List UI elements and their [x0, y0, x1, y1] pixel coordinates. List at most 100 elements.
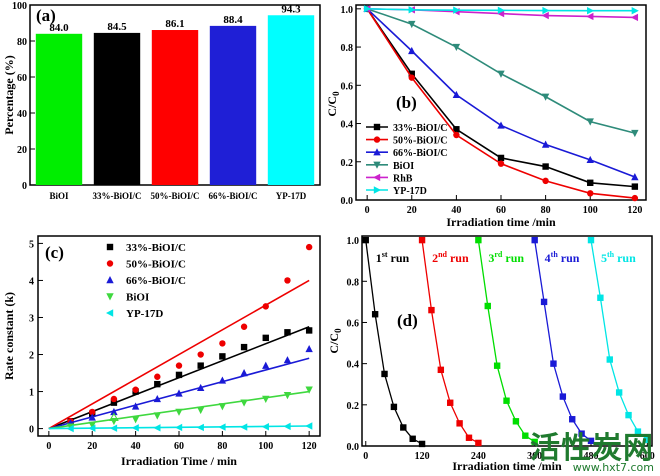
run-label: 2nd run — [432, 250, 469, 265]
legend-label: 33%-BiOI/C — [126, 242, 186, 254]
data-point — [110, 399, 118, 406]
data-point — [634, 428, 642, 435]
legend-label: RhB — [393, 173, 413, 184]
data-point — [240, 369, 248, 377]
data-point — [615, 389, 623, 396]
data-point — [262, 395, 270, 403]
data-point — [597, 294, 604, 301]
series-line — [534, 240, 592, 442]
panel-d-ylabel: C/C0 — [327, 328, 343, 354]
data-point — [109, 424, 118, 432]
x-tick-label: 100 — [258, 441, 273, 452]
data-point — [408, 74, 415, 81]
watermark-url: www.hxt7.com — [572, 461, 654, 474]
data-point — [542, 163, 549, 170]
data-point — [541, 140, 550, 148]
data-point — [475, 439, 482, 447]
data-point — [408, 70, 415, 78]
panel-d-line-chart: (d) Irradiation time /min C/C0 0 120 240 36… — [327, 235, 655, 473]
y-tick-label: 5 — [29, 239, 34, 250]
bar — [35, 33, 83, 185]
series-line — [590, 240, 648, 441]
x-tick-label: 600 — [640, 451, 655, 462]
data-point — [497, 154, 505, 162]
data-point — [586, 118, 594, 126]
legend-marker — [373, 123, 381, 131]
y-tick-label: 4 — [29, 276, 34, 287]
legend-marker — [106, 293, 114, 301]
data-point — [465, 434, 473, 441]
legend-marker — [106, 243, 114, 251]
data-point — [522, 432, 529, 439]
x-tick-label: 0 — [365, 205, 370, 216]
data-point — [154, 380, 161, 388]
data-point — [175, 408, 183, 416]
run-label: 3rd run — [488, 250, 524, 265]
legend-label: 50%-BiOI/C — [126, 259, 186, 271]
data-point — [362, 236, 369, 244]
x-tick-label: 80 — [217, 441, 227, 452]
fit-line — [48, 279, 310, 430]
data-point — [541, 11, 549, 20]
data-point — [497, 121, 505, 129]
legend-label: YP-17D — [126, 308, 163, 320]
y-tick-label: 0.8 — [341, 43, 354, 54]
data-point — [240, 343, 248, 351]
data-point — [218, 376, 227, 384]
x-tick-label: YP-17D — [276, 191, 307, 201]
data-point — [88, 413, 96, 421]
data-point — [175, 362, 183, 369]
panel-b-line-chart: (b) Irradiation time /min C/C0 0 20 40 60 80… — [325, 4, 647, 229]
data-point — [497, 9, 505, 18]
data-point — [587, 190, 594, 197]
x-tick-label: 40 — [451, 205, 461, 216]
panel-b-xlabel: Irradiation time /min — [446, 215, 556, 229]
data-point — [218, 423, 226, 431]
data-point — [453, 6, 461, 14]
panel-d-xlabel: Irradiation time /min — [452, 459, 562, 473]
bar — [151, 30, 199, 185]
legend-marker — [373, 148, 381, 156]
data-point — [219, 353, 226, 360]
data-point — [587, 179, 594, 186]
run-label: 1st run — [376, 250, 410, 265]
data-point — [497, 160, 505, 167]
legend-marker — [373, 161, 381, 169]
data-point — [453, 131, 460, 139]
data-label: 84.0 — [49, 22, 69, 34]
data-point — [587, 7, 595, 15]
data-point — [240, 423, 248, 431]
x-tick-label: 360 — [527, 451, 542, 462]
legend-marker — [373, 136, 381, 143]
data-point — [88, 421, 96, 429]
data-point — [110, 407, 118, 416]
data-point — [578, 430, 585, 437]
legend-marker — [373, 173, 381, 182]
data-point — [363, 5, 372, 13]
x-tick-label: 20 — [87, 441, 97, 452]
data-point — [110, 395, 118, 403]
x-tick-label: 0 — [363, 451, 368, 462]
data-point — [283, 422, 291, 431]
panel-b-ylabel: C/C0 — [325, 91, 341, 117]
data-point — [390, 403, 398, 411]
panel-c-scatter-chart: (c) Irradiation Time / min Rate constant… — [2, 235, 321, 468]
legend-label: 50%-BiOI/C — [393, 136, 447, 147]
data-point — [586, 12, 594, 21]
y-tick-label: 60 — [17, 73, 27, 84]
panel-a-label: (a) — [36, 6, 56, 25]
data-point — [631, 194, 639, 202]
data-point — [196, 423, 204, 432]
legend-marker — [373, 186, 381, 194]
data-point — [131, 416, 140, 424]
series-line — [421, 240, 479, 444]
y-tick-label: 80 — [17, 37, 27, 48]
x-tick-label: 120 — [627, 205, 642, 216]
data-point — [305, 243, 313, 251]
legend-label: BiOI — [126, 292, 149, 304]
data-point — [540, 298, 548, 306]
y-tick-label: 20 — [17, 145, 27, 156]
data-point — [262, 361, 270, 369]
y-tick-label: 40 — [17, 109, 27, 120]
